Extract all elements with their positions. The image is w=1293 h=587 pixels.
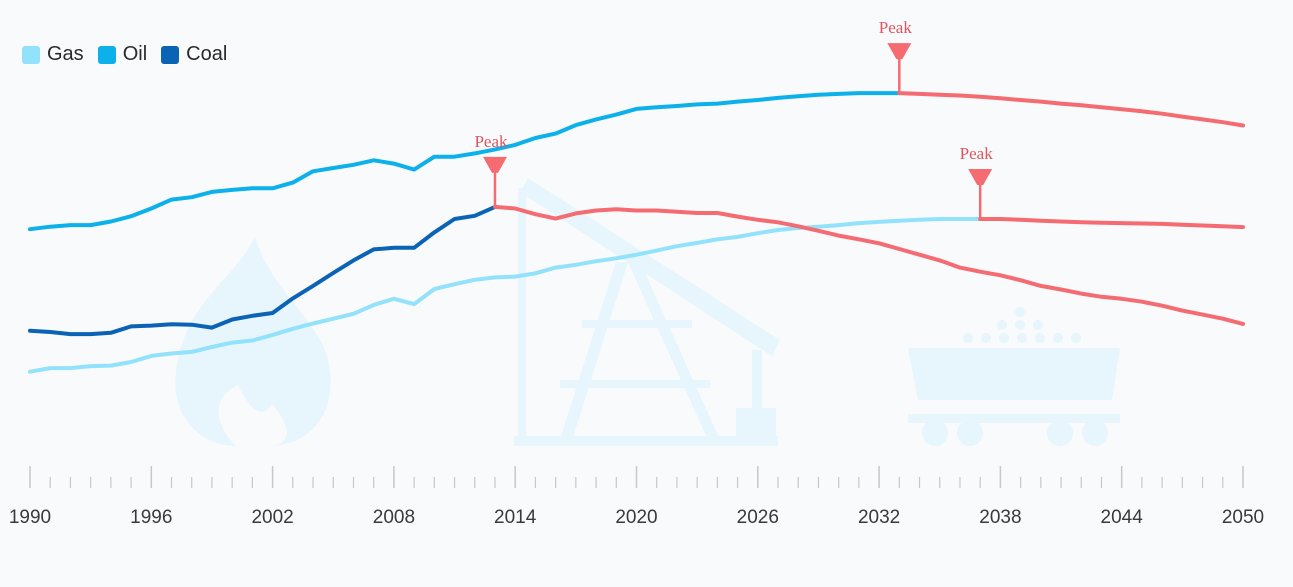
peak-label: Peak <box>474 132 508 151</box>
peak-label: Peak <box>960 144 994 163</box>
legend: Gas Oil Coal <box>22 43 227 66</box>
peak-flag-icon <box>968 169 993 186</box>
x-tick-label: 2020 <box>615 507 657 528</box>
series-line-gas-projection <box>978 217 1245 230</box>
oil-pumpjack-icon <box>514 178 780 446</box>
x-tick-label: 2008 <box>373 507 415 528</box>
legend-label-oil: Oil <box>122 43 148 65</box>
x-tick-label: 2026 <box>737 507 779 528</box>
legend-item-oil[interactable]: Oil <box>97 43 148 66</box>
peak-label: Peak <box>879 18 913 37</box>
x-tick-label: 2032 <box>858 507 900 528</box>
series-lines <box>28 91 1245 374</box>
x-tick-label: 1996 <box>130 507 172 528</box>
peak-flag-icon <box>887 43 912 60</box>
x-tick-label: 2050 <box>1222 507 1264 528</box>
series-line-coal-historical <box>28 204 497 337</box>
peak-marker-coal: Peak <box>474 132 508 207</box>
x-axis: 1990 1996 2002 2008 2014 2020 2026 2032 2038 2044… <box>9 466 1264 528</box>
coal-cart-icon <box>908 307 1120 446</box>
x-tick-label: 2044 <box>1101 507 1144 528</box>
series-line-oil-projection <box>897 91 1245 128</box>
peak-marker-oil: Peak <box>879 18 913 94</box>
x-tick-label: 2038 <box>979 507 1021 528</box>
legend-swatch-gas <box>22 45 40 64</box>
legend-swatch-oil <box>97 45 116 64</box>
legend-label-coal: Coal <box>186 43 228 65</box>
legend-item-gas[interactable]: Gas <box>22 43 84 66</box>
peak-marker-gas: Peak <box>960 144 994 220</box>
peak-markers: Peak Peak Peak <box>474 18 994 220</box>
legend-swatch-coal <box>161 45 180 64</box>
x-tick-label: 2014 <box>494 507 537 528</box>
legend-item-coal[interactable]: Coal <box>161 43 227 66</box>
series-line-oil-historical <box>28 91 902 232</box>
series-line-gas-historical <box>28 217 983 374</box>
x-tick-label: 1990 <box>9 507 51 528</box>
peak-flag-icon <box>482 156 507 173</box>
x-tick-label: 2002 <box>251 507 293 528</box>
series-line-coal-projection <box>493 204 1245 326</box>
legend-label-gas: Gas <box>47 43 84 65</box>
background-illustrations <box>175 178 1120 446</box>
